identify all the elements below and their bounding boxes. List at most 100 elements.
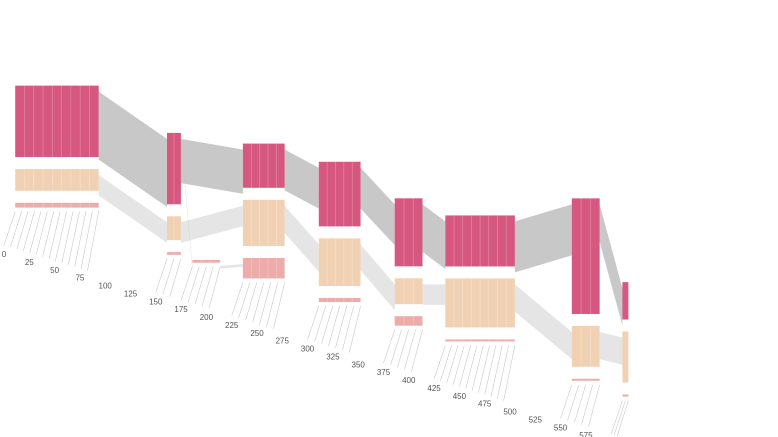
floor-line	[560, 384, 573, 419]
x-tick-label: 200	[200, 313, 214, 322]
x-tick-label: 250	[250, 329, 264, 338]
floor-line	[490, 345, 503, 397]
x-tick-label: 375	[377, 368, 391, 377]
floor-line	[411, 329, 423, 372]
x-tick-label: 50	[50, 266, 59, 275]
floor-line	[588, 384, 600, 427]
layer-segment	[394, 278, 423, 305]
floor-line	[169, 258, 182, 297]
x-tick-label: 525	[529, 415, 543, 424]
layer-segment	[622, 331, 629, 383]
floor-line	[61, 211, 74, 264]
floor-line	[252, 282, 265, 323]
floor-line	[452, 345, 465, 385]
flow-band	[360, 167, 395, 246]
floor-line	[404, 329, 416, 370]
floor-line	[55, 211, 67, 262]
x-tick-label: 100	[99, 282, 113, 291]
floor-line	[471, 345, 484, 391]
floor-line	[180, 266, 193, 301]
floor-line	[342, 305, 354, 351]
floor-line	[29, 211, 42, 254]
layer-segment	[318, 161, 361, 227]
layer-segment	[394, 198, 423, 267]
layer-segment	[622, 394, 629, 397]
floor-line	[23, 211, 35, 252]
flow-band	[422, 284, 446, 305]
layer-segment	[192, 259, 221, 263]
layer-segment	[622, 282, 629, 320]
flow-band	[180, 205, 243, 243]
floor-line	[613, 400, 626, 436]
floor-line	[574, 384, 586, 423]
floor-line	[581, 384, 593, 425]
floor-line	[383, 329, 395, 364]
floor-line	[328, 305, 340, 347]
floor-line	[80, 211, 93, 270]
x-tick-label: 500	[503, 408, 517, 417]
layer-segment	[445, 339, 515, 342]
x-tick-label: 575	[579, 431, 593, 437]
flow-band	[98, 175, 167, 243]
floor-line	[465, 345, 478, 389]
floor-line	[87, 211, 99, 272]
floor-line	[16, 211, 29, 250]
layer-segment	[571, 378, 600, 381]
floor-line	[321, 305, 333, 344]
flow-band	[599, 204, 623, 326]
flow-band	[422, 204, 446, 270]
floor-line	[208, 266, 221, 309]
x-tick-label: 450	[453, 392, 467, 401]
floor-line	[266, 282, 278, 327]
floor-line	[194, 266, 207, 305]
layer-segment	[15, 202, 99, 208]
flow-band	[180, 138, 193, 269]
x-tick-label: 125	[124, 289, 138, 298]
layer-segment	[15, 85, 99, 158]
floor-line	[35, 211, 48, 256]
floor-line	[231, 282, 244, 316]
floor-line	[3, 211, 16, 246]
x-tick-label: 0	[2, 250, 7, 259]
floor-line	[162, 258, 175, 295]
floor-line	[478, 345, 490, 393]
flow-band	[599, 331, 623, 365]
floor-line	[307, 305, 320, 340]
floor-line	[259, 282, 271, 325]
x-tick-label: 325	[326, 352, 340, 361]
floor-line	[459, 345, 471, 387]
flow-band	[98, 91, 167, 207]
floor-line	[446, 345, 459, 383]
layers	[15, 85, 629, 397]
layer-segment	[15, 169, 99, 191]
floor-line	[48, 211, 61, 260]
x-axis: 0 25 50 75 100 125 150 175 200 225 250 275 300 325 350…	[2, 250, 593, 437]
flow-band	[220, 264, 243, 269]
floor-line	[74, 211, 87, 268]
flow-bands	[98, 91, 623, 365]
layer-segment	[242, 143, 285, 188]
layer-segment	[318, 238, 361, 286]
x-tick-label: 25	[25, 258, 34, 267]
x-tick-label: 300	[301, 345, 315, 354]
floor-line	[67, 211, 80, 266]
floor-line	[155, 258, 168, 293]
layer-segment	[445, 278, 515, 328]
layer-segment	[571, 198, 600, 314]
flow-band	[514, 284, 572, 360]
floor-line	[201, 266, 214, 307]
x-tick-label: 550	[554, 423, 568, 432]
floor-line	[335, 305, 347, 349]
x-tick-label: 75	[75, 274, 84, 283]
layer-segment	[445, 215, 515, 267]
floor-line	[484, 345, 497, 395]
x-tick-label: 275	[276, 337, 290, 346]
floor-projection-lines	[3, 211, 629, 436]
flow-band	[180, 138, 243, 194]
x-tick-label: 175	[174, 305, 188, 314]
floor-line	[440, 345, 452, 381]
floor-line	[314, 305, 326, 342]
floor-line	[187, 266, 200, 303]
layer-segment	[242, 199, 285, 247]
